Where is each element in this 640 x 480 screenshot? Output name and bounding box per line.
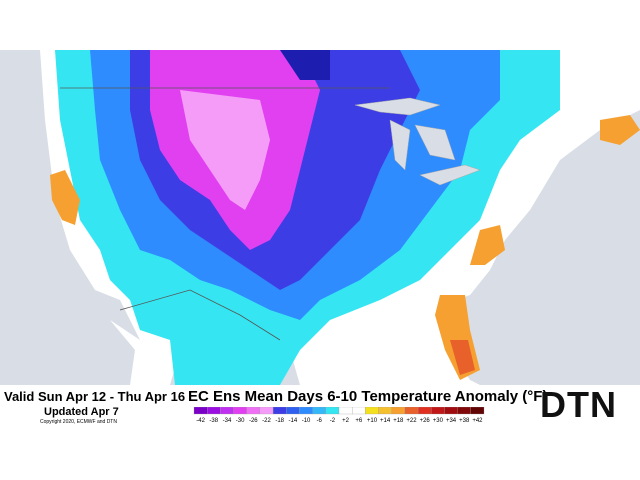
california-warm (50, 170, 80, 225)
legend-label: -6 (317, 418, 323, 424)
legend-swatch (352, 407, 366, 415)
legend-label: -42 (196, 418, 205, 424)
legend: -42 -38 -34 -30 -26 -22 -18 -14 -10 -6 -2 +2 +6 +10 +1… (193, 407, 485, 424)
legend-label: +30 (433, 418, 444, 424)
legend-label: -2 (330, 418, 336, 424)
legend-label: +14 (380, 418, 391, 424)
legend-swatch (444, 407, 458, 415)
legend-label: +6 (355, 418, 363, 424)
legend-label: +18 (393, 418, 404, 424)
legend-label: -26 (249, 418, 258, 424)
legend-swatch (259, 407, 274, 415)
legend-swatch (286, 407, 300, 415)
legend-label: -34 (223, 418, 232, 424)
legend-swatch (246, 407, 261, 415)
legend-swatch (404, 407, 419, 415)
legend-label: +42 (472, 418, 483, 424)
legend-label: +38 (459, 418, 470, 424)
valid-dates: Valid Sun Apr 12 - Thu Apr 16 (4, 389, 186, 404)
map-title: EC Ens Mean Days 6-10 Temperature Anomal… (188, 388, 548, 405)
legend-swatch (220, 407, 234, 415)
legend-label: -30 (236, 418, 245, 424)
anomaly-map (0, 50, 640, 385)
legend-label: -22 (262, 418, 271, 424)
legend-swatch (431, 407, 445, 415)
borders (60, 87, 390, 341)
legend-label: +10 (367, 418, 378, 424)
pink-area (180, 90, 270, 210)
legend-swatch (470, 407, 485, 415)
legend-label: -18 (275, 418, 284, 424)
legend-label: +22 (406, 418, 417, 424)
legend-swatch (378, 407, 392, 415)
legend-label: +34 (446, 418, 457, 424)
legend-swatch (233, 407, 247, 415)
legend-label: -14 (289, 418, 298, 424)
maritime-warm (600, 115, 640, 145)
great-lakes (354, 97, 481, 186)
copyright: Copyright 2020, ECMWF and DTN (40, 419, 117, 425)
carolina-warm (470, 225, 505, 265)
dark-blue-area (280, 50, 330, 80)
legend-swatch (338, 407, 353, 415)
legend-label: +2 (342, 418, 350, 424)
legend-swatch (207, 407, 221, 415)
legend-swatch (365, 407, 379, 415)
legend-swatch (312, 407, 326, 415)
legend-label: -10 (302, 418, 311, 424)
legend-swatch (417, 407, 432, 415)
logo: DTN (540, 384, 617, 425)
legend-swatch (325, 407, 340, 415)
legend-swatch (391, 407, 406, 415)
legend-label: -38 (209, 418, 218, 424)
legend-swatch (272, 407, 287, 415)
legend-swatch (193, 407, 208, 415)
legend-swatch (457, 407, 471, 415)
legend-swatch (299, 407, 313, 415)
legend-label: +26 (420, 418, 431, 424)
updated: Updated Apr 7 (44, 406, 119, 418)
florida-hot (450, 340, 475, 375)
